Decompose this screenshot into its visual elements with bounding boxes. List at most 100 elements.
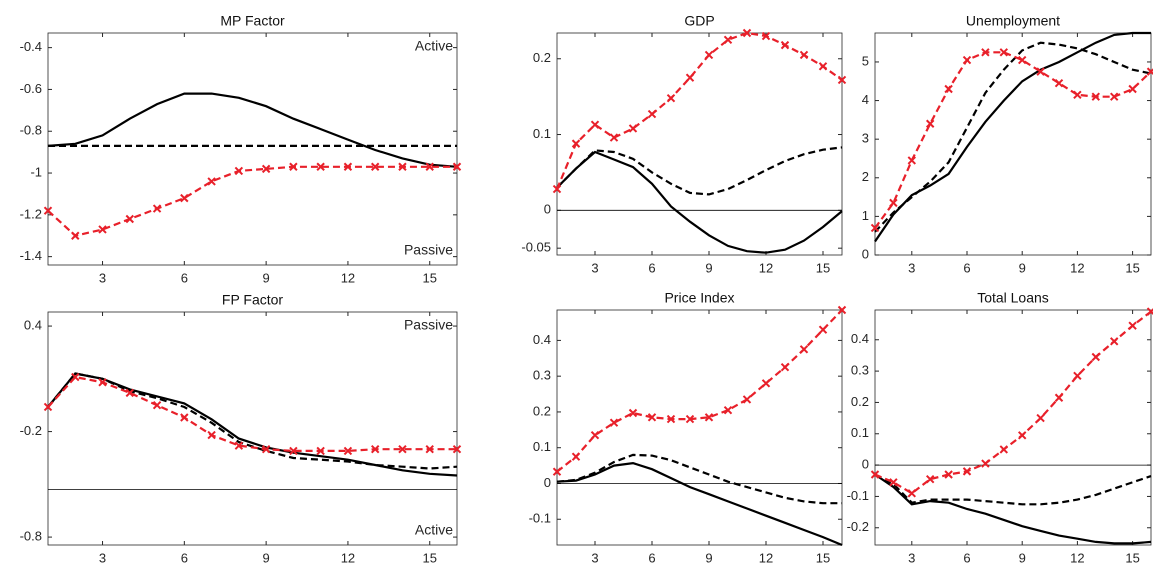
y-tick-label: 0.2 — [851, 394, 869, 409]
point-marker — [907, 489, 917, 498]
point-marker — [1128, 84, 1137, 94]
plot-area — [47, 311, 458, 546]
y-tick-label: -0.4 — [20, 39, 42, 54]
point-marker — [180, 413, 189, 422]
y-tick-label: -0.8 — [20, 123, 42, 138]
series-line — [874, 473, 1152, 506]
point-marker — [289, 446, 298, 456]
x-tick-label: 9 — [263, 550, 270, 565]
series-line — [874, 51, 1152, 229]
point-marker — [666, 414, 676, 424]
subplot: GDP 0.2 0.1 0 -0.05 3 6 9 12 15 — [521, 13, 847, 275]
series-line — [47, 372, 458, 477]
series-line — [556, 150, 843, 254]
subplot-title: GDP — [684, 13, 714, 29]
point-marker — [981, 459, 990, 468]
y-tick-label: -0.2 — [20, 423, 42, 438]
x-tick-label: 3 — [591, 260, 598, 275]
series-line — [47, 165, 457, 237]
annotation: Active — [415, 522, 453, 538]
y-tick-label: 0.2 — [533, 403, 551, 418]
point-marker — [1146, 307, 1153, 316]
y-tick-label: -0.1 — [847, 488, 869, 503]
point-marker — [889, 198, 898, 208]
point-marker — [425, 162, 434, 171]
point-marker — [1036, 67, 1045, 76]
point-marker — [685, 414, 695, 424]
point-marker — [925, 474, 935, 484]
y-tick-label: 0 — [862, 246, 869, 261]
y-tick-label: 1 — [862, 208, 869, 223]
y-tick-label: 0.3 — [533, 368, 551, 383]
series-line — [556, 146, 843, 196]
x-tick-label: 3 — [99, 550, 106, 565]
point-marker — [1017, 55, 1027, 65]
point-marker — [723, 35, 733, 45]
y-tick-label: -0.05 — [521, 240, 551, 255]
plot-area — [556, 309, 843, 546]
x-tick-label: 9 — [1019, 260, 1026, 275]
series-line — [874, 31, 1151, 243]
y-tick-label: -0.8 — [20, 529, 42, 544]
point-marker — [761, 379, 771, 388]
x-tick-label: 12 — [1070, 260, 1084, 275]
point-marker — [837, 75, 847, 85]
point-marker — [590, 430, 600, 440]
point-marker — [98, 225, 107, 234]
plot-area — [874, 309, 1152, 546]
point-marker — [316, 162, 325, 171]
y-tick-label: 0.4 — [851, 331, 869, 346]
y-tick-label: 2 — [862, 169, 869, 184]
plot-area — [47, 32, 458, 266]
point-marker — [780, 40, 790, 50]
point-marker — [609, 133, 619, 142]
x-tick-label: 12 — [759, 550, 773, 565]
point-marker — [761, 31, 771, 41]
point-marker — [742, 395, 752, 404]
annotation: Passive — [404, 242, 453, 258]
x-tick-label: 15 — [816, 260, 830, 275]
subplot-title: Price Index — [664, 290, 734, 306]
point-marker — [1109, 92, 1119, 101]
point-marker — [261, 164, 271, 174]
x-tick-label: 3 — [99, 270, 106, 285]
x-tick-label: 6 — [963, 260, 970, 275]
point-marker — [907, 156, 917, 165]
point-marker — [571, 452, 581, 461]
series-line — [874, 310, 1152, 495]
y-tick-label: 0.1 — [533, 439, 551, 454]
point-marker — [234, 441, 244, 450]
point-marker — [704, 413, 714, 422]
series-line — [47, 92, 458, 168]
point-marker — [180, 193, 189, 203]
x-tick-label: 15 — [422, 270, 436, 285]
point-marker — [837, 305, 847, 315]
x-tick-label: 15 — [1125, 550, 1139, 565]
annotation: Active — [415, 38, 453, 54]
point-marker — [207, 177, 216, 186]
y-tick-label: 0.2 — [533, 50, 551, 65]
y-tick-label: 0.4 — [24, 318, 42, 333]
x-tick-label: 3 — [908, 550, 915, 565]
y-tick-label: -0.6 — [20, 81, 42, 96]
point-marker — [343, 162, 353, 171]
point-marker — [452, 162, 462, 171]
annotation: Passive — [404, 317, 453, 333]
point-marker — [962, 467, 972, 476]
point-marker — [1073, 371, 1082, 381]
subplot: MP Factor -0.4 -0.6 -0.8 -1 -1.2 -1.4 3 6 9 12 15 Ac… — [20, 13, 462, 285]
x-tick-label: 12 — [759, 260, 773, 275]
point-marker — [370, 444, 380, 454]
x-tick-label: 15 — [1125, 260, 1139, 275]
subplot-title: FP Factor — [222, 292, 284, 308]
x-tick-label: 12 — [341, 550, 355, 565]
subplot: Total Loans 0.4 0.3 0.2 0.1 0 -0.1 -0.2 3 6 9 12 15 — [847, 290, 1153, 565]
series-line — [556, 461, 843, 547]
point-marker — [944, 470, 953, 479]
y-tick-label: 0 — [862, 457, 869, 472]
y-tick-label: 4 — [862, 92, 869, 107]
point-marker — [316, 446, 325, 456]
y-tick-label: -0.1 — [529, 511, 551, 526]
x-tick-label: 6 — [181, 270, 188, 285]
point-marker — [1146, 67, 1153, 76]
